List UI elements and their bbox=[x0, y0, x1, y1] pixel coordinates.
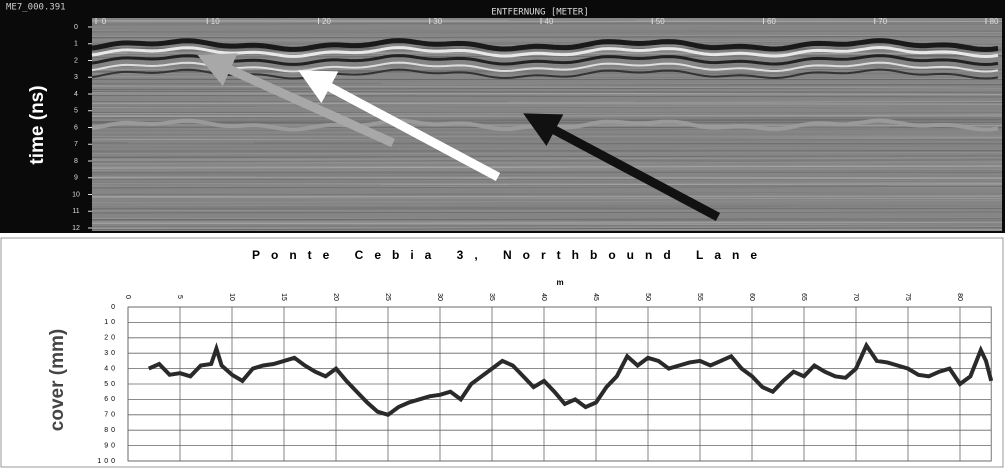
x-tick-label: 65 bbox=[800, 293, 807, 301]
texture-line bbox=[92, 144, 1002, 145]
x-tick-label: 40 bbox=[545, 17, 554, 26]
y-tick-label: 5 bbox=[74, 108, 78, 115]
x-tick-label: 35 bbox=[488, 293, 495, 301]
y-tick-label: 2 bbox=[74, 57, 78, 64]
x-tick-label: 10 bbox=[228, 293, 235, 301]
x-tick-label: 80 bbox=[990, 17, 999, 26]
y-tick-label: 10 bbox=[104, 319, 118, 326]
x-tick-label: 20 bbox=[322, 17, 331, 26]
x-tick-label: 60 bbox=[767, 17, 776, 26]
y-tick-label: 0 bbox=[74, 24, 78, 31]
y-tick-label: 90 bbox=[104, 442, 118, 449]
y-tick-label: 20 bbox=[104, 335, 118, 342]
y-tick-label: 11 bbox=[72, 208, 79, 215]
chart-panel bbox=[1, 238, 1003, 467]
x-tick-label: 15 bbox=[280, 293, 287, 301]
y-tick-label: 9 bbox=[74, 175, 78, 182]
x-tick-label: 50 bbox=[656, 17, 665, 26]
x-tick-label: 30 bbox=[436, 293, 443, 301]
y-tick-label: 100 bbox=[97, 458, 118, 465]
y-tick-label: 1 bbox=[74, 41, 78, 48]
x-tick-label: 25 bbox=[384, 293, 391, 301]
y-tick-label: 30 bbox=[104, 350, 118, 357]
y-axis-label: time (ns) bbox=[27, 85, 48, 164]
x-tick-label: 10 bbox=[211, 17, 220, 26]
x-tick-label: 70 bbox=[852, 293, 859, 301]
y-tick-label: 6 bbox=[74, 124, 78, 131]
x-tick-label: 60 bbox=[748, 293, 755, 301]
y-tick-label: 40 bbox=[104, 365, 118, 372]
x-tick-label: 80 bbox=[956, 293, 963, 301]
x-tick-label: 5 bbox=[176, 295, 183, 299]
y-tick-label: 7 bbox=[74, 141, 78, 148]
y-axis-label: cover (mm) bbox=[47, 329, 68, 431]
x-tick-label: 55 bbox=[696, 293, 703, 301]
x-tick-label: 40 bbox=[540, 293, 547, 301]
x-tick-label: 20 bbox=[332, 293, 339, 301]
y-tick-label: 60 bbox=[104, 396, 118, 403]
x-tick-label: 50 bbox=[644, 293, 651, 301]
x-tick-label: 0 bbox=[124, 295, 131, 299]
y-tick-label: 12 bbox=[72, 225, 80, 232]
page: ME7_000.391 ENTFERNUNG [METER] time (ns)… bbox=[0, 0, 1005, 468]
x-tick-label: 70 bbox=[878, 17, 887, 26]
file-label: ME7_000.391 bbox=[6, 3, 66, 13]
x-tick-label: 75 bbox=[904, 293, 911, 301]
x-tick-label: 45 bbox=[592, 293, 599, 301]
chart-title: Ponte Cebia 3, Northbound Lane bbox=[252, 248, 768, 262]
x-tick-label: 30 bbox=[433, 17, 442, 26]
y-tick-label: 80 bbox=[104, 427, 118, 434]
radar-title: ENTFERNUNG [METER] bbox=[491, 8, 589, 18]
y-tick-label: 70 bbox=[104, 412, 118, 419]
x-tick-label: 0 bbox=[102, 17, 107, 26]
y-tick-label: 4 bbox=[74, 91, 78, 98]
y-tick-label: 8 bbox=[74, 158, 78, 165]
y-tick-label: 50 bbox=[104, 381, 118, 388]
y-tick-label: 10 bbox=[72, 191, 80, 198]
figure: ME7_000.391 ENTFERNUNG [METER] time (ns)… bbox=[0, 0, 1005, 468]
x-axis-label: m bbox=[556, 278, 563, 287]
y-tick-label: 0 bbox=[111, 304, 118, 311]
y-tick-label: 3 bbox=[74, 74, 78, 81]
